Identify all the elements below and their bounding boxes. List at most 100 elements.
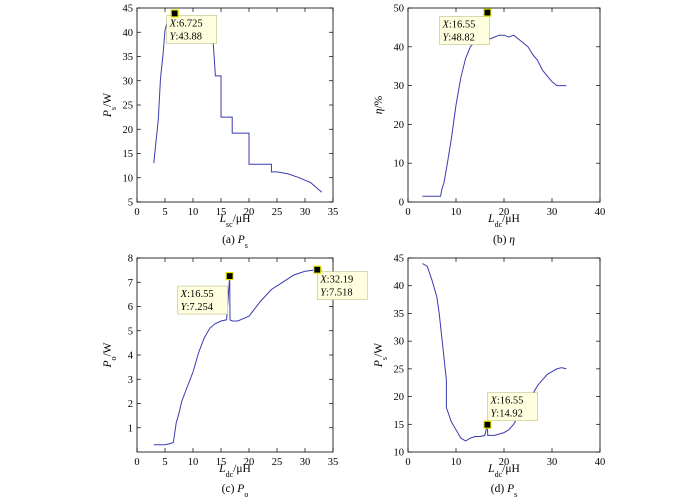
y-tick-label: 15 xyxy=(123,149,134,160)
x-tick-label: 0 xyxy=(134,207,139,218)
datatip-x: X:6.725 xyxy=(169,18,203,29)
x-tick-label: 10 xyxy=(188,207,199,218)
x-tick-label: 0 xyxy=(134,457,139,468)
panel-a: 0 5 10 15 20 25 30 3551015202530354045Ps/WLsc/μ… xyxy=(102,4,338,250)
y-tick-label: 7 xyxy=(128,278,133,289)
x-axis-label: Ldc/μH xyxy=(487,213,520,229)
y-tick-label: 20 xyxy=(123,125,134,136)
y-tick-label: 25 xyxy=(394,364,405,375)
datatip-box xyxy=(166,15,217,44)
y-tick-label: 10 xyxy=(394,159,405,170)
x-tick-label: 25 xyxy=(272,207,283,218)
x-tick-label: 0 xyxy=(405,457,410,468)
series-line xyxy=(153,269,322,446)
datatip-marker xyxy=(170,9,179,18)
y-axis-label: Po/W xyxy=(102,342,118,368)
y-tick-label: 0 xyxy=(399,198,404,209)
datatip-y: Y:48.82 xyxy=(442,33,474,44)
y-tick-label: 40 xyxy=(123,28,134,39)
datatip-x: X:16.55 xyxy=(441,20,475,31)
panel-caption: (a) Ps xyxy=(222,234,248,250)
x-tick-label: 15 xyxy=(216,457,227,468)
x-axis-label: Lsc/μH xyxy=(219,213,251,229)
y-tick-label: 5 xyxy=(128,326,133,337)
x-tick-label: 15 xyxy=(216,207,227,218)
datatip-y: Y:7.254 xyxy=(181,302,214,313)
y-tick-label: 3 xyxy=(128,375,133,386)
x-tick-label: 5 xyxy=(162,207,167,218)
panel-c: 0 5 10 15 20 25 30 35 1 2 3 4 5 6 7 8 Po/W Ldc/μH (c) Po X:… xyxy=(102,254,368,498)
x-tick-label: 35 xyxy=(328,457,339,468)
datatip-y: Y:7.518 xyxy=(320,288,352,299)
y-tick-label: 25 xyxy=(123,101,134,112)
datatip-x: X:16.55 xyxy=(180,289,214,300)
panel-b: 0 10 20 30 40 0 10 20 30 40 50 η/% Ldc/μH (b) η X:16.5… xyxy=(373,4,605,247)
datatip-box xyxy=(487,392,538,422)
y-tick-label: 10 xyxy=(394,448,405,459)
y-tick-label: 30 xyxy=(394,81,405,92)
x-tick-label: 25 xyxy=(272,457,283,468)
y-tick-label: 20 xyxy=(394,120,405,131)
y-tick-label: 45 xyxy=(123,4,134,15)
x-tick-label: 0 xyxy=(405,207,410,218)
y-axis-label: Ps/W xyxy=(373,343,389,368)
datatip-y: Y:43.88 xyxy=(170,31,202,42)
x-axis-label: Ldc/μH xyxy=(218,463,251,479)
x-tick-label: 20 xyxy=(499,457,510,468)
x-tick-label: 10 xyxy=(451,457,462,468)
y-tick-label: 35 xyxy=(394,309,405,320)
y-tick-label: 1 xyxy=(128,423,133,434)
x-tick-label: 10 xyxy=(188,457,199,468)
y-tick-label: 10 xyxy=(123,173,134,184)
y-tick-label: 40 xyxy=(394,42,405,53)
y-tick-label: 2 xyxy=(128,399,133,410)
datatip-x: X:32.19 xyxy=(319,275,353,286)
datatip-marker xyxy=(313,265,322,274)
y-tick-label: 20 xyxy=(394,392,405,403)
x-tick-label: 30 xyxy=(547,207,558,218)
datatip-marker xyxy=(483,8,492,17)
y-tick-label: 8 xyxy=(128,254,133,265)
x-tick-label: 20 xyxy=(244,457,255,468)
y-axis-label: Ps/W xyxy=(102,93,118,118)
y-tick-label: 45 xyxy=(394,254,405,265)
y-tick-label: 35 xyxy=(123,52,134,63)
x-tick-label: 30 xyxy=(547,457,558,468)
x-tick-label: 30 xyxy=(300,457,311,468)
y-tick-label: 6 xyxy=(128,302,133,313)
x-tick-label: 10 xyxy=(451,207,462,218)
y-tick-label: 50 xyxy=(394,4,405,15)
datatip-box xyxy=(316,271,368,300)
series-line xyxy=(153,12,323,193)
axes-box xyxy=(136,257,334,453)
y-tick-label: 15 xyxy=(394,420,405,431)
y-tick-label: 4 xyxy=(128,351,134,362)
x-tick-label: 20 xyxy=(244,207,255,218)
datatip-y: Y:14.92 xyxy=(490,409,522,420)
y-tick-label: 5 xyxy=(128,198,133,209)
datatip-box xyxy=(177,285,228,315)
y-tick-label: 40 xyxy=(394,281,405,292)
x-tick-label: 5 xyxy=(162,457,167,468)
panel-caption: (c) Po xyxy=(222,483,249,498)
panel-caption: (b) η xyxy=(493,234,515,246)
datatip-marker xyxy=(225,271,234,281)
x-axis-label: Ldc/μH xyxy=(487,463,520,479)
x-tick-label: 40 xyxy=(595,457,606,468)
axes-box xyxy=(407,257,601,453)
x-tick-label: 20 xyxy=(499,207,510,218)
y-axis-label: η/% xyxy=(373,95,385,114)
x-tick-label: 40 xyxy=(595,207,606,218)
series-line xyxy=(422,263,567,442)
datatip-x: X:16.55 xyxy=(489,396,523,407)
y-tick-label: 30 xyxy=(123,76,134,87)
datatip-box xyxy=(439,16,490,45)
axes-box xyxy=(407,7,601,203)
y-tick-label: 30 xyxy=(394,337,405,348)
datatip-marker xyxy=(483,420,492,429)
panel-caption: (d) Ps xyxy=(491,483,517,498)
x-tick-label: 30 xyxy=(300,207,311,218)
x-tick-label: 35 xyxy=(328,207,339,218)
